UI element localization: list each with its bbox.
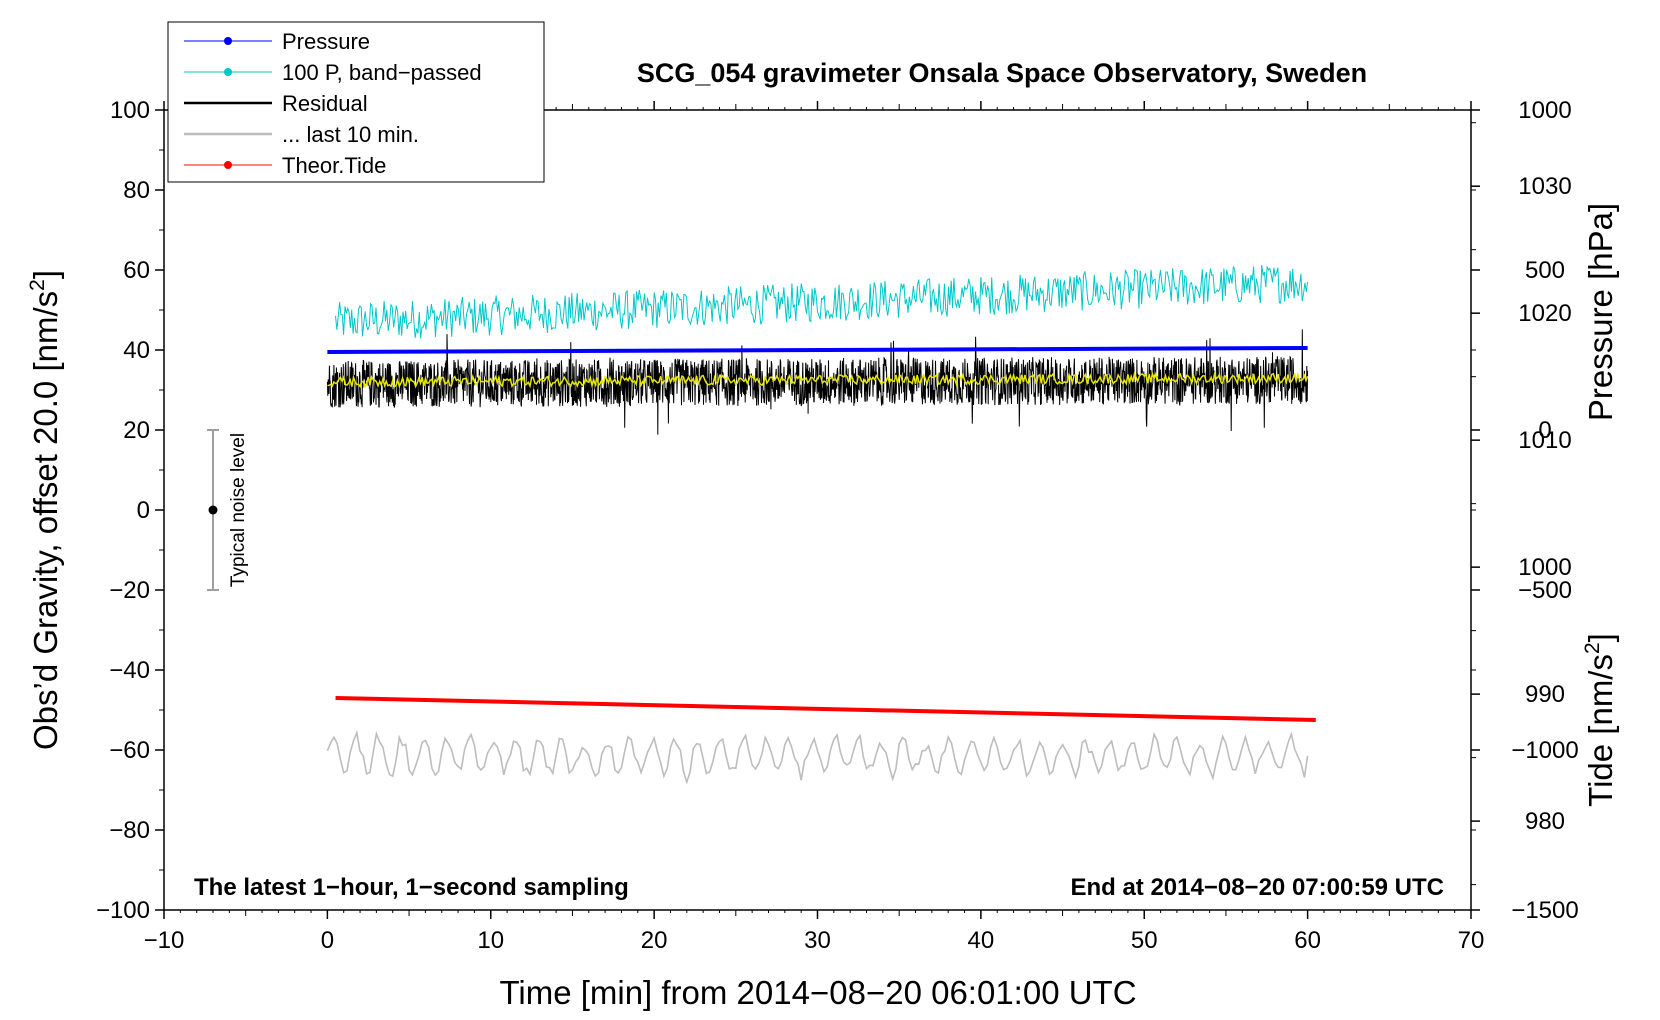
- series-bandpassed-pressure: [335, 265, 1309, 339]
- x-tick-label: 10: [477, 927, 504, 954]
- y-tick-label: 100: [110, 97, 150, 124]
- noise-level-indicator: Typical noise level: [207, 429, 249, 591]
- tide-tick-label: −1500: [1511, 897, 1578, 924]
- y-tick-label: 40: [123, 337, 150, 364]
- pressure-tick-label: 1020: [1518, 300, 1571, 327]
- y-axis-title-pressure: Pressure [hPa]: [1582, 203, 1619, 421]
- legend-label: ... last 10 min.: [282, 122, 419, 147]
- legend-label: Pressure: [282, 29, 370, 54]
- series-theor-tide: [335, 696, 1316, 722]
- y-axis-title-left-end: ]: [27, 270, 64, 279]
- x-tick-label: 60: [1294, 927, 1321, 954]
- legend: Pressure 100 P, band−passed Residual ... la…: [167, 21, 545, 183]
- series-layer: [326, 265, 1316, 785]
- y-tick-label: 0: [137, 497, 150, 524]
- pressure-tick-label: 990: [1525, 681, 1565, 708]
- x-tick-label: 70: [1458, 927, 1485, 954]
- noise-center-dot: [208, 505, 218, 515]
- y-axis-title-left-main: Obs’d Gravity, offset 20.0 [nm/s: [27, 291, 64, 750]
- tide-tick-label: −1000: [1511, 737, 1578, 764]
- y-axis-title-tide-end: ]: [1582, 633, 1619, 642]
- series-pressure: [327, 346, 1308, 354]
- note-right: End at 2014−08−20 07:00:59 UTC: [1070, 874, 1444, 901]
- x-tick-label: 30: [804, 927, 831, 954]
- y-axis-title-tide: Tide [nm/s2]: [1581, 633, 1619, 807]
- pressure-tick-label: 1030: [1518, 173, 1571, 200]
- y-tick-label: 20: [123, 417, 150, 444]
- x-tick-label: 40: [968, 927, 995, 954]
- x-tick-label: 0: [321, 927, 334, 954]
- y-tick-label: −40: [109, 657, 150, 684]
- pressure-tick-label: 1010: [1518, 427, 1571, 454]
- series-residual-smoothed: [327, 370, 1309, 389]
- x-tick-label: −10: [144, 927, 185, 954]
- note-left: The latest 1−hour, 1−second sampling: [194, 874, 629, 901]
- series-residual: [326, 329, 1309, 435]
- legend-marker: [224, 68, 232, 76]
- x-tick-label: 50: [1131, 927, 1158, 954]
- y-tick-label: −20: [109, 577, 150, 604]
- pressure-tick-label: 1000: [1518, 554, 1571, 581]
- y-axis-title-left: Obs’d Gravity, offset 20.0 [nm/s2]: [26, 270, 64, 750]
- tide-tick-label: 500: [1525, 257, 1565, 284]
- tide-tick-label: 0: [1538, 417, 1551, 444]
- legend-label: Theor.Tide: [282, 153, 386, 178]
- noise-label: Typical noise level: [228, 433, 249, 587]
- y-tick-label: −60: [109, 737, 150, 764]
- legend-marker: [224, 161, 232, 169]
- y-tick-label: 80: [123, 177, 150, 204]
- tide-tick-label: 1000: [1518, 97, 1571, 124]
- y-axis-title-left-sup: 2: [26, 279, 49, 291]
- legend-items: Pressure 100 P, band−passed Residual ... la…: [184, 29, 482, 178]
- y-tick-label: −100: [96, 897, 150, 924]
- tide-tick-label: −500: [1518, 577, 1572, 604]
- series-last-10-min: [326, 729, 1309, 785]
- legend-label: 100 P, band−passed: [282, 60, 482, 85]
- y-tick-label: −80: [109, 817, 150, 844]
- chart-title: SCG_054 gravimeter Onsala Space Observat…: [637, 58, 1367, 88]
- y-axis-title-tide-main: Tide [nm/s: [1582, 654, 1619, 807]
- tick-group: −10 0 10 20 30 40 50 60 70100806040200−20−40−60−…: [96, 97, 1579, 954]
- plot-frame: [163, 109, 1472, 911]
- y-tick-label: 60: [123, 257, 150, 284]
- legend-marker: [224, 37, 232, 45]
- legend-label: Residual: [282, 91, 368, 116]
- x-tick-label: 20: [641, 927, 668, 954]
- x-axis-title: Time [min] from 2014−08−20 06:01:00 UTC: [499, 974, 1136, 1011]
- pressure-tick-label: 980: [1525, 808, 1565, 835]
- y-axis-title-tide-sup: 2: [1581, 642, 1604, 654]
